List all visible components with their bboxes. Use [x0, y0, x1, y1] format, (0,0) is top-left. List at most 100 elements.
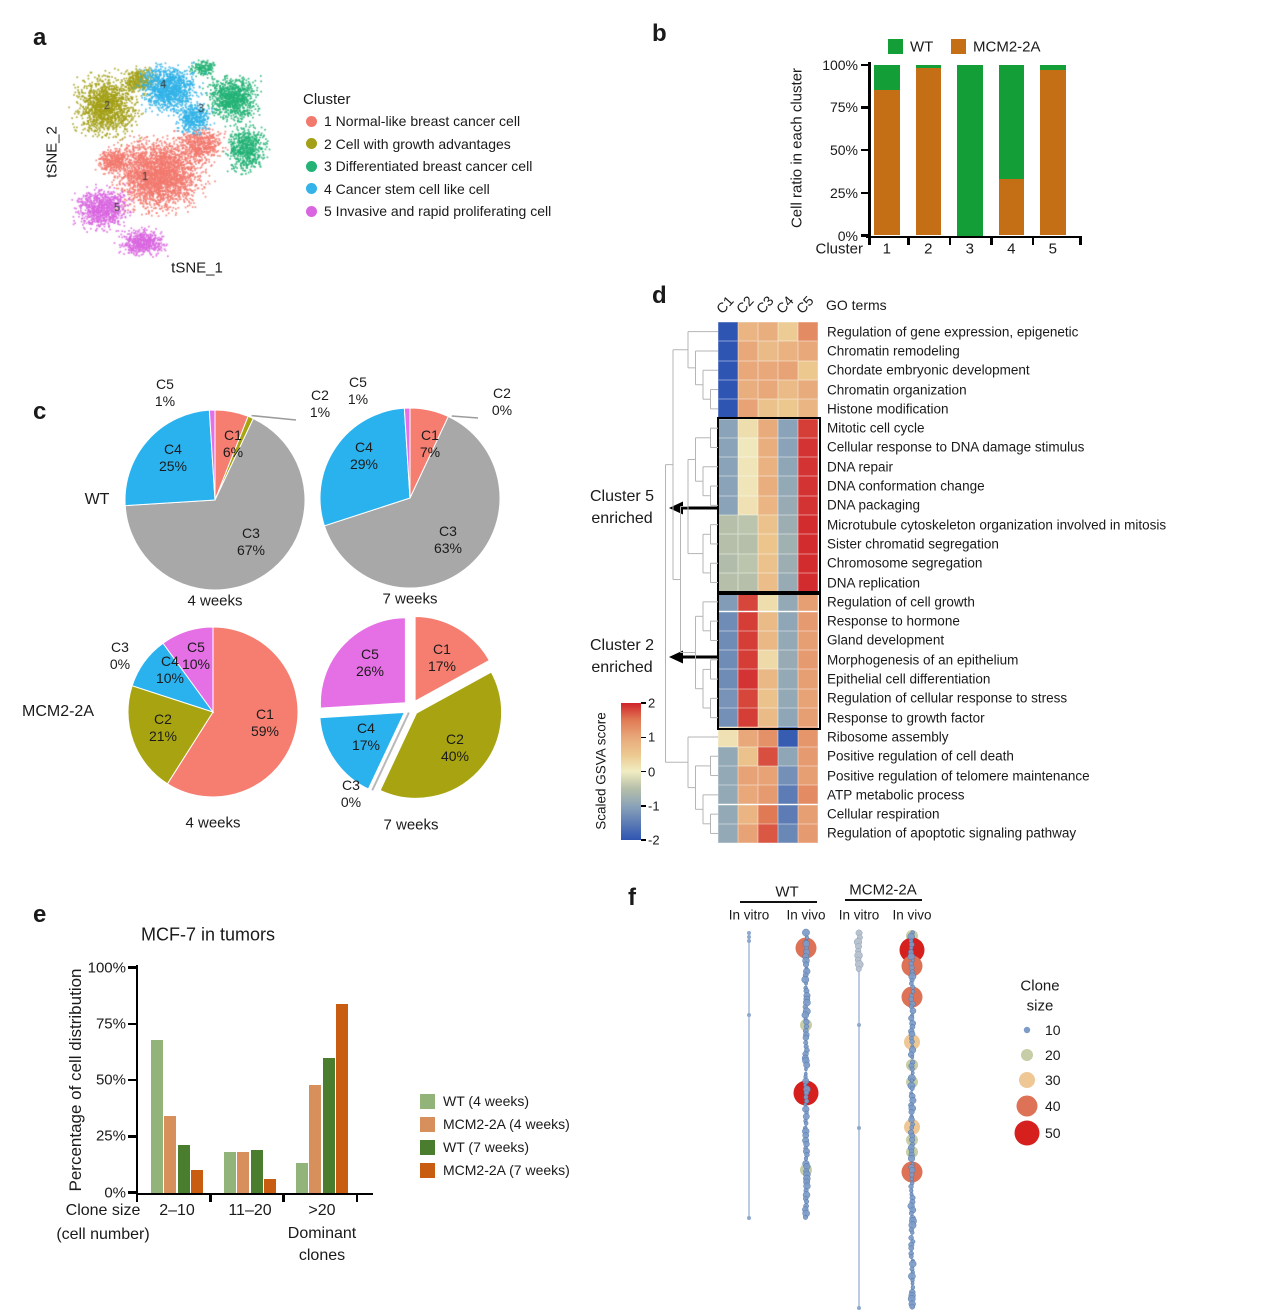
heatmap-cell: [738, 708, 758, 728]
e-bar-mcm2-2a-4-weeks-: [309, 1084, 322, 1193]
tsne-x-axis-label: tSNE_1: [171, 259, 223, 277]
heatmap-cell: [758, 437, 778, 458]
clone-dot: [909, 1039, 915, 1045]
heatmap-cell: [738, 785, 758, 805]
clone-dot: [803, 1040, 809, 1046]
clone-dot: [908, 1102, 915, 1109]
e-y-axis-label: Percentage of cell distribution: [66, 968, 85, 1192]
clone-bubble-size-40: [901, 955, 923, 977]
heatmap-cell: [718, 515, 738, 535]
b-y-tick-label: 25%: [829, 184, 858, 201]
clone-dot-cluster: [855, 947, 862, 955]
e-x-sub-label-line1: Dominant: [287, 1225, 357, 1242]
clone-dot: [909, 1024, 916, 1030]
e-legend-swatch: [420, 1162, 435, 1178]
heatmap-cell: [758, 650, 778, 670]
clone-dot: [909, 1260, 917, 1268]
clone-dot: [909, 1059, 916, 1065]
heatmap-cell: [758, 572, 778, 593]
b-y-tick-mark: [861, 234, 868, 237]
f-legend-bubble-20: [1021, 1049, 1033, 1061]
e-y-tick-label: 100%: [87, 959, 126, 976]
clone-bubble-size-40: [795, 937, 817, 959]
heatmap-cell: [778, 360, 798, 380]
clone-dot: [908, 972, 917, 981]
heatmap-cell: [758, 669, 778, 689]
clone-dot: [803, 1145, 809, 1151]
b-x-tick-label: 1: [882, 240, 891, 258]
clone-dot: [803, 992, 811, 1000]
heatmap-cell: [718, 592, 738, 612]
b-x-axis: [866, 235, 1082, 238]
clone-dot: [909, 1000, 916, 1008]
heatmap-row-label: ATP metabolic process: [827, 787, 965, 803]
tsne-y-axis-label: tSNE_2: [43, 126, 61, 178]
heatmap-cell: [718, 534, 738, 554]
clone-dot: [802, 1077, 810, 1085]
heatmap-cell: [758, 418, 778, 438]
heatmap-cell: [778, 495, 798, 515]
heatmap-row-label: Chromatin organization: [827, 382, 967, 398]
clone-dot: [907, 1294, 916, 1303]
clone-dot: [803, 1018, 810, 1025]
e-bar-mcm2-2a-4-weeks-: [164, 1116, 177, 1193]
clone-dot: [910, 1070, 915, 1075]
enriched-label-line2: enriched: [591, 659, 653, 676]
clone-dot: [909, 1066, 915, 1072]
heatmap-cell: [738, 669, 758, 689]
b-bar-wt: [998, 64, 1024, 180]
clone-dot: [907, 1144, 915, 1152]
heatmap-cell: [718, 437, 738, 458]
cluster-legend-item: 4 Cancer stem cell like cell: [324, 180, 490, 197]
heatmap-row-label: Positive regulation of cell death: [827, 748, 1014, 764]
clone-dot: [803, 995, 811, 1003]
pie-time-label: 4 weeks: [187, 592, 243, 610]
e-y-tick-label: 75%: [95, 1015, 126, 1033]
clone-dot: [909, 1167, 916, 1174]
enriched-label-line1: Cluster 2: [589, 637, 655, 654]
b-bar-mcm2-2a: [998, 179, 1024, 236]
clone-dot: [910, 1013, 915, 1018]
heatmap-cell: [718, 322, 738, 342]
clone-dot: [910, 958, 915, 963]
heatmap-scale-tick-label: 0: [648, 764, 656, 779]
heatmap-cell: [738, 360, 758, 380]
clone-dot-cluster: [854, 956, 862, 964]
heatmap-cell: [718, 611, 738, 631]
heatmap-cell: [778, 708, 798, 728]
e-bar-wt-7-weeks-: [250, 1149, 263, 1193]
pie-zero-slice-line: [371, 712, 410, 791]
clone-dot: [909, 941, 915, 948]
clone-dot: [803, 1090, 810, 1096]
clone-dot: [908, 1035, 914, 1041]
heatmap-cell: [778, 650, 798, 670]
heatmap-cell: [798, 360, 818, 380]
clone-dot: [910, 989, 916, 994]
clone-dot-cluster: [857, 934, 863, 941]
clone-dot: [803, 1023, 810, 1030]
cluster-legend-item: 5 Invasive and rapid proliferating cell: [324, 203, 552, 219]
b-x-tick-mark: [907, 238, 910, 245]
heatmap-row-label: Ribosome assembly: [827, 729, 949, 745]
clone-dot: [909, 1266, 915, 1272]
clone-dot: [908, 1151, 915, 1158]
heatmap-cell: [758, 630, 778, 651]
clone-dot: [801, 1054, 809, 1062]
heatmap-cell: [718, 553, 738, 573]
heatmap-cell: [718, 418, 738, 438]
clone-dot: [908, 1241, 915, 1248]
b-x-tick-mark: [868, 238, 871, 245]
b-y-axis-label: Cell ratio in each cluster: [788, 67, 806, 229]
enriched-arrowhead: [669, 650, 683, 664]
heatmap-cell: [758, 322, 778, 342]
heatmap-cell: [778, 399, 798, 419]
heatmap-cell: [778, 534, 798, 554]
pie-slice-label-c3: C3 63%: [434, 523, 462, 556]
b-legend-swatch-mcm2-2a: [951, 39, 966, 54]
heatmap-row-label: Mitotic cell cycle: [827, 420, 925, 436]
heatmap-cell: [758, 746, 778, 766]
heatmap-cell: [738, 592, 758, 612]
b-y-tick-label: 75%: [829, 99, 858, 116]
pie-slice-c4: [318, 710, 407, 792]
clone-dot: [803, 948, 811, 956]
